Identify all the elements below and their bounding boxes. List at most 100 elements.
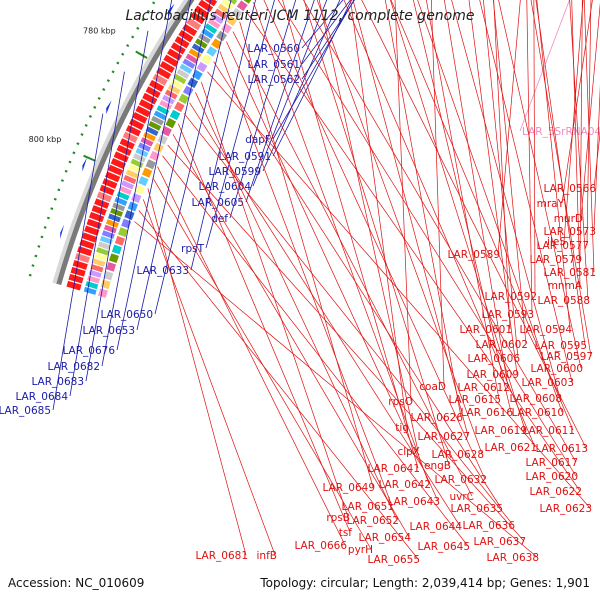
gene-label-right: murD: [554, 213, 583, 225]
cog-track-inner: [145, 126, 159, 137]
gene-label-right: LAR_0644: [409, 521, 462, 533]
label-leader: [245, 0, 315, 203]
label-leader: [384, 0, 462, 418]
gene-label-right: LAR_0643: [387, 496, 440, 508]
forward-cds: [99, 184, 115, 196]
label-leader: [483, 0, 519, 359]
gene-label-right: mnmA: [548, 280, 583, 292]
cog-track-inner: [201, 28, 214, 39]
cog-track-inner: [211, 13, 224, 25]
cog-track-inner: [88, 269, 102, 278]
label-leader: [493, 0, 511, 330]
label-leader: [229, 0, 297, 219]
label-leader: [232, 31, 473, 497]
gene-label-right: LAR_0600: [530, 363, 583, 375]
cog-track-inner2: [131, 192, 142, 203]
cog-track-inner2: [145, 159, 157, 170]
label-leader: [226, 41, 439, 502]
cog-track-inner: [176, 68, 190, 80]
gene-label-right: LAR_0609: [466, 369, 519, 381]
gene-label-right: LAR_0617: [525, 457, 578, 469]
cog-track-inner: [143, 131, 157, 142]
label-leader: [162, 155, 469, 547]
label-leader: [492, 0, 527, 345]
label-leader: [303, 0, 450, 466]
forward-cds: [84, 225, 100, 236]
gene-label-right: LAR_0619: [474, 425, 527, 437]
accession-text: Accession: NC_010609: [8, 576, 145, 590]
label-leader: [262, 0, 341, 172]
gene-label-right: LAR_0623: [539, 503, 592, 515]
cog-track-inner: [112, 202, 126, 212]
gene-label-left: LAR_0685: [0, 405, 51, 417]
forward-cds: [68, 273, 84, 284]
tick-label: 800 kbp: [29, 135, 62, 144]
gene-label-right: LAR_0641: [367, 463, 420, 475]
label-leader: [443, 0, 509, 388]
cog-track-inner: [116, 191, 130, 201]
label-leader: [134, 221, 538, 558]
backbone-ring: [56, 0, 195, 286]
cog-track-inner2: [201, 53, 213, 65]
forward-cds: [79, 239, 95, 250]
label-leader: [390, 0, 574, 431]
cog-track-inner: [179, 63, 193, 74]
label-leader: [571, 0, 581, 286]
forward-cds: [194, 5, 210, 19]
cog-track-inner2: [117, 227, 129, 238]
label-leader: [318, 0, 419, 452]
label-leader: [569, 0, 589, 301]
label-leader: [205, 0, 275, 249]
label-leader: [157, 166, 346, 546]
gene-label-left: LAR_0561: [247, 59, 300, 71]
gene-label-right: LAR_0622: [529, 486, 582, 498]
gene-label-right: LAR_0655: [367, 554, 420, 566]
gene-label-right: LAR_0577: [536, 240, 589, 252]
gene-label-right: LAR_0652: [346, 515, 399, 527]
cog-track-inner: [173, 73, 187, 85]
gene-label-left: LAR_0605: [191, 197, 244, 209]
gene-label-right: LAR_0579: [529, 254, 582, 266]
cog-track-inner: [125, 169, 139, 179]
cog-track-inner: [214, 8, 228, 20]
forward-cds: [113, 151, 129, 163]
gene-label-right: uvrC: [449, 491, 474, 503]
cog-track-inner2: [111, 244, 122, 255]
cog-track-inner: [191, 43, 205, 54]
cog-track-inner2: [182, 85, 194, 97]
gene-label-left: LAR_0682: [47, 361, 100, 373]
cog-track-inner: [105, 219, 119, 228]
cog-track-inner: [185, 53, 199, 64]
gene-label-right: LAR_0566: [543, 183, 596, 195]
label-leader: [303, 0, 577, 463]
label-leader: [116, 0, 192, 351]
forward-cds: [81, 232, 97, 243]
label-leader: [142, 199, 276, 556]
gene-label-right: LAR_0621: [484, 442, 537, 454]
cog-track-inner: [87, 275, 100, 284]
gene-label-left: LAR_0633: [136, 265, 189, 277]
gene-label-right: LAR_0615: [448, 394, 501, 406]
cog-track-inner: [128, 164, 142, 174]
label-leader: [394, 0, 412, 402]
cog-track-inner: [96, 247, 109, 256]
cog-track-inner2: [103, 270, 114, 281]
label-leader: [136, 0, 212, 331]
label-leader: [533, 0, 536, 297]
cog-track-inner2: [169, 109, 181, 121]
cog-track-inner: [204, 23, 218, 34]
label-leader: [147, 188, 247, 556]
forward-cds: [170, 42, 186, 55]
cog-track-inner: [162, 94, 175, 105]
forward-cds: [129, 118, 145, 131]
cog-track-inner: [132, 153, 146, 163]
gene-label-right: LAR_0632: [434, 474, 487, 486]
cog-track-inner: [221, 0, 234, 10]
forward-cds: [190, 11, 206, 25]
forward-cds: [116, 144, 132, 156]
cog-track-inner2: [98, 288, 108, 298]
gene-label-left: LAR_0560: [247, 43, 300, 55]
label-leader: [253, 2, 430, 485]
label-leader: [389, 0, 526, 431]
gene-label-right: LAR_0638: [486, 552, 539, 564]
